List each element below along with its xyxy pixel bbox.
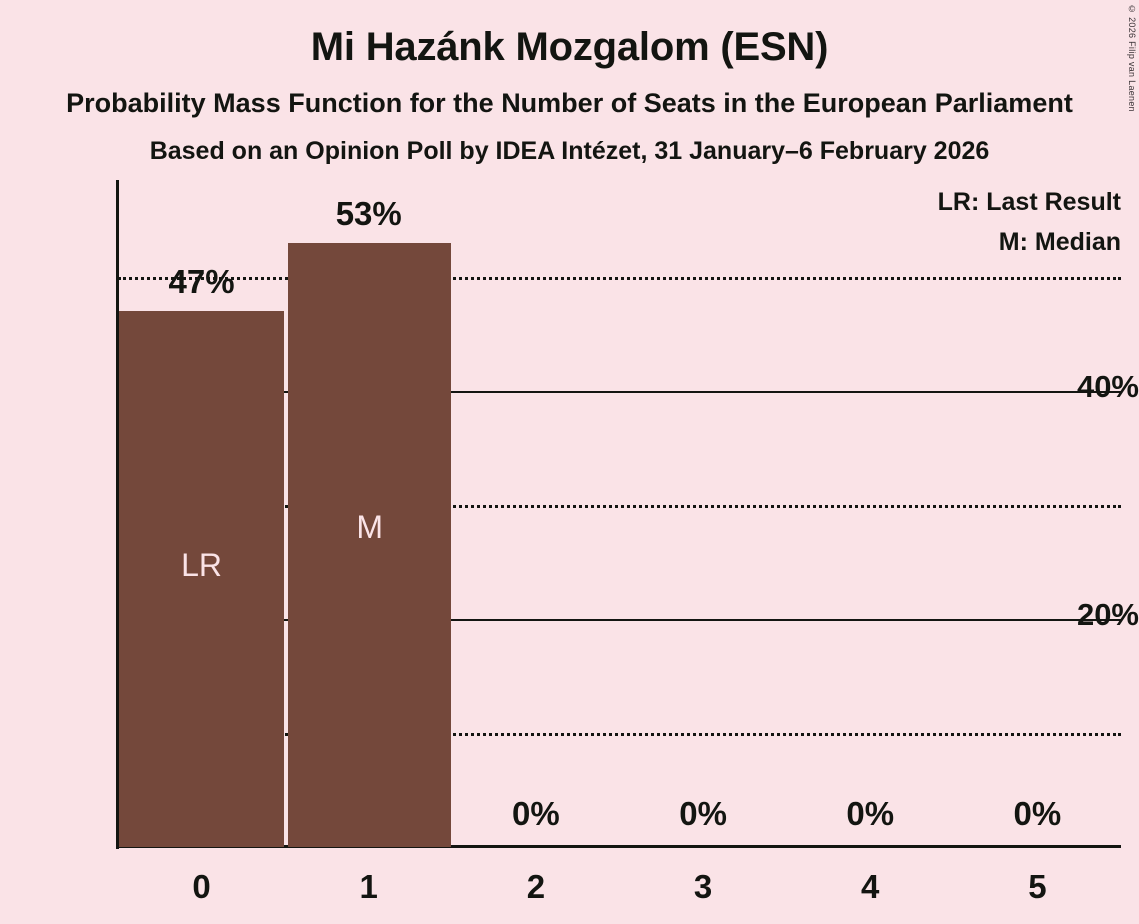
legend-entry-last-result: LR: Last Result <box>937 188 1121 216</box>
chart-legend: LR: Last Result M: Median <box>938 182 1121 262</box>
y-tick-label-20: 20% <box>1076 596 1139 632</box>
bar-value-label-1: 53% <box>335 194 402 232</box>
bar-value-label-2: 0% <box>512 795 560 832</box>
x-tick-label-0: 0 <box>192 868 211 905</box>
y-axis-line <box>116 180 119 849</box>
bar-value-label-4: 0% <box>846 795 895 832</box>
x-tick-label-1: 1 <box>359 868 378 905</box>
gridline-10pct <box>118 732 1121 736</box>
bar-seat-1: M <box>288 242 452 847</box>
bar-value-label-0: 47% <box>168 263 235 301</box>
gridline-50pct <box>118 276 1121 280</box>
page-title: Mi Hazánk Mozgalom (ESN) <box>310 25 829 69</box>
copyright-notice: © 2026 Filip van Laenen <box>1127 4 1137 112</box>
gridline-30pct <box>118 504 1121 508</box>
x-tick-label-3: 3 <box>693 868 713 905</box>
chart-subtitle: Probability Mass Function for the Number… <box>66 88 1073 118</box>
plot-area: LR M <box>118 180 1121 847</box>
x-tick-label-5: 5 <box>1028 868 1047 905</box>
gridline-40pct <box>118 390 1121 393</box>
bar-marker-m: M <box>356 509 384 545</box>
bar-value-label-5: 0% <box>1013 795 1062 832</box>
chart-source-note: Based on an Opinion Poll by IDEA Intézet… <box>149 137 990 165</box>
x-tick-label-4: 4 <box>861 868 880 905</box>
gridline-20pct <box>118 618 1121 621</box>
y-tick-label-40: 40% <box>1076 368 1139 404</box>
x-tick-label-2: 2 <box>526 868 546 905</box>
x-axis-line <box>116 845 1121 848</box>
bar-seat-0: LR <box>119 311 285 847</box>
legend-entry-median: M: Median <box>998 228 1121 256</box>
bar-value-label-3: 0% <box>679 795 727 832</box>
bar-marker-lr: LR <box>181 547 223 583</box>
